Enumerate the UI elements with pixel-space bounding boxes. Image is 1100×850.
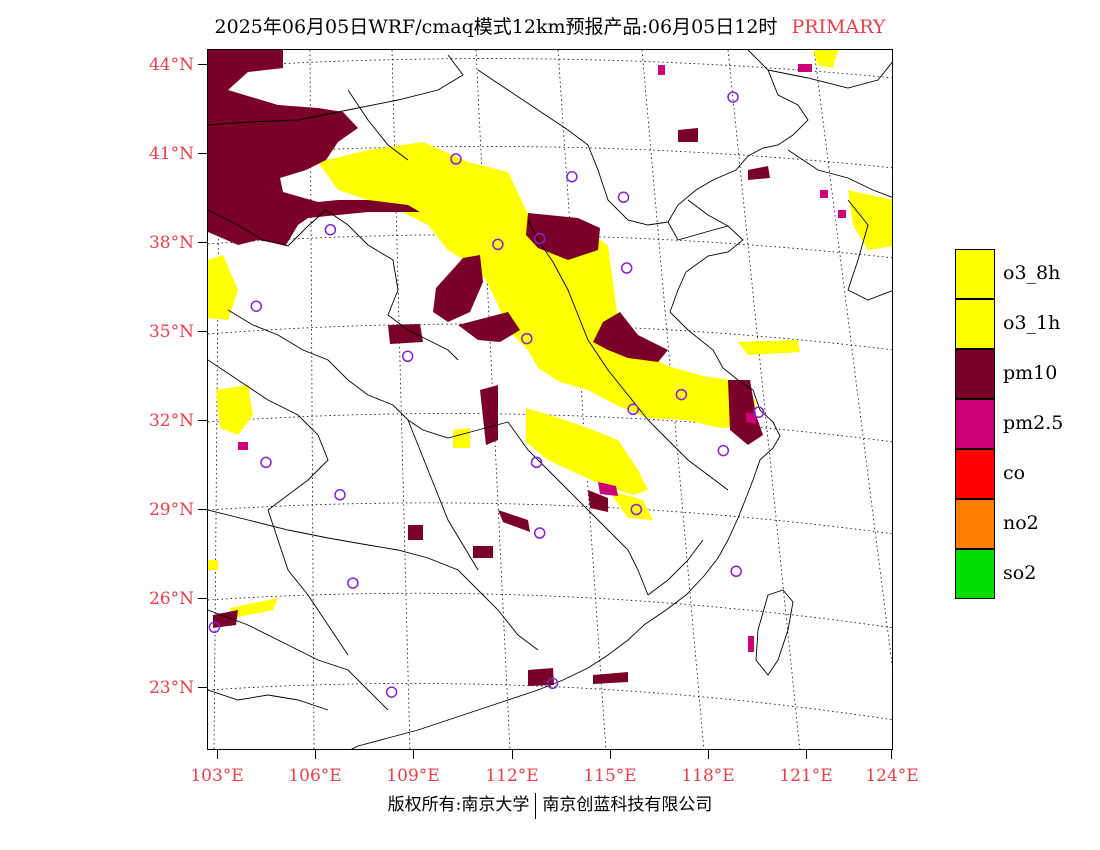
- station-marker: [675, 388, 688, 401]
- lat-label-38n: 38°N: [148, 233, 194, 253]
- legend-swatch: [955, 349, 995, 399]
- footer-separator: [535, 792, 537, 819]
- lat-tick: [198, 64, 207, 65]
- station-marker: [617, 191, 630, 204]
- station-marker: [521, 332, 533, 345]
- lon-label-118e: 118°E: [681, 766, 735, 786]
- station-marker: [533, 527, 546, 539]
- lon-label-103e: 103°E: [190, 766, 244, 786]
- station-marker: [530, 456, 543, 469]
- legend-label: pm10: [1003, 362, 1058, 384]
- station-marker: [730, 565, 742, 578]
- legend-label: so2: [1003, 562, 1037, 584]
- legend-item-co: co: [955, 449, 1079, 499]
- lat-label-41n: 41°N: [148, 144, 194, 164]
- station-marker: [717, 444, 730, 457]
- station-marker: [620, 262, 633, 274]
- pm10-field: [208, 50, 770, 686]
- lon-tick: [891, 750, 892, 759]
- map-title: 2025年06月05日WRF/cmaq模式12km预报产品:06月05日12时 P…: [0, 12, 1100, 39]
- primary-tag: PRIMARY: [791, 16, 886, 38]
- station-marker: [492, 238, 504, 251]
- lat-tick: [198, 687, 207, 688]
- lon-label-121e: 121°E: [779, 766, 833, 786]
- legend-label: o3_1h: [1003, 312, 1061, 334]
- lat-tick: [198, 331, 207, 332]
- map-canvas: [208, 50, 892, 749]
- lat-tick: [198, 420, 207, 421]
- station-marker: [566, 170, 578, 183]
- station-marker: [450, 153, 462, 165]
- station-marker: [401, 350, 414, 363]
- lon-tick: [217, 750, 218, 759]
- legend-swatch: [955, 549, 995, 599]
- lon-tick: [413, 750, 414, 759]
- title-text: 2025年06月05日WRF/cmaq模式12km预报产品:06月05日12时: [214, 16, 778, 38]
- pm25-field: [238, 64, 846, 652]
- station-marker: [250, 300, 263, 312]
- lon-tick: [806, 750, 807, 759]
- copyright-right: 南京创蓝科技有限公司: [542, 795, 713, 815]
- lat-tick: [198, 242, 207, 243]
- station-marker: [324, 223, 337, 236]
- legend-label: no2: [1003, 512, 1039, 534]
- station-marker: [727, 91, 739, 103]
- station-marker: [546, 677, 559, 690]
- station-marker: [533, 232, 546, 245]
- copyright-footer: 版权所有:南京大学 南京创蓝科技有限公司: [0, 790, 1100, 819]
- legend: o3_8h o3_1h pm10 pm2.5 co no2 so2: [955, 249, 1079, 599]
- legend-item-pm25: pm2.5: [955, 399, 1079, 449]
- lat-tick: [198, 598, 207, 599]
- lon-tick: [708, 750, 709, 759]
- legend-label: pm2.5: [1003, 412, 1064, 434]
- station-marker: [208, 621, 221, 634]
- legend-item-so2: so2: [955, 549, 1079, 599]
- legend-item-o3-1h: o3_1h: [955, 299, 1079, 349]
- lat-tick: [198, 153, 207, 154]
- boundaries: [208, 50, 892, 749]
- lon-tick: [315, 750, 316, 759]
- copyright-left: 版权所有:南京大学: [387, 795, 530, 815]
- lon-label-112e: 112°E: [485, 766, 539, 786]
- station-marker: [752, 406, 765, 419]
- lat-label-35n: 35°N: [148, 322, 194, 342]
- legend-swatch: [955, 249, 995, 299]
- station-marker: [627, 403, 639, 416]
- station-marker: [260, 456, 272, 469]
- legend-label: co: [1003, 462, 1026, 484]
- lon-label-115e: 115°E: [583, 766, 637, 786]
- lon-label-124e: 124°E: [865, 766, 919, 786]
- station-marker: [334, 489, 346, 501]
- lat-label-32n: 32°N: [148, 411, 194, 431]
- lat-label-26n: 26°N: [148, 589, 194, 609]
- lon-label-106e: 106°E: [288, 766, 342, 786]
- map-area: [207, 49, 893, 750]
- legend-item-no2: no2: [955, 499, 1079, 549]
- station-marker: [630, 503, 643, 516]
- legend-swatch: [955, 449, 995, 499]
- lat-label-23n: 23°N: [148, 678, 194, 698]
- lon-tick: [610, 750, 611, 759]
- lon-label-109e: 109°E: [386, 766, 440, 786]
- legend-swatch: [955, 299, 995, 349]
- station-markers: [208, 91, 765, 698]
- lon-tick: [512, 750, 513, 759]
- legend-item-o3-8h: o3_8h: [955, 249, 1079, 299]
- lat-tick: [198, 509, 207, 510]
- lat-label-44n: 44°N: [148, 55, 194, 75]
- legend-swatch: [955, 399, 995, 449]
- lat-label-29n: 29°N: [148, 500, 194, 520]
- station-marker: [385, 686, 398, 698]
- legend-label: o3_8h: [1003, 262, 1061, 284]
- station-marker: [347, 577, 359, 589]
- legend-item-pm10: pm10: [955, 349, 1079, 399]
- legend-swatch: [955, 499, 995, 549]
